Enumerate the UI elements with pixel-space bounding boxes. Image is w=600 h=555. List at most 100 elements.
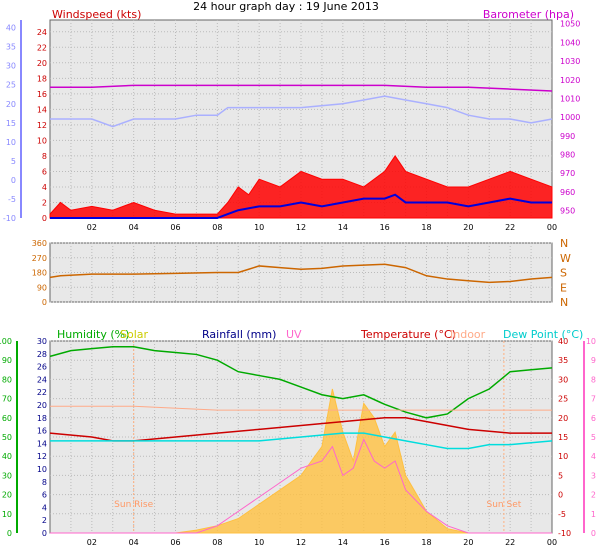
wind-axis-label: Windspeed (kts) xyxy=(52,8,141,21)
legend-entry: Indoor xyxy=(450,328,486,341)
x-tick-label: 22 xyxy=(505,538,515,547)
uv-axis-tick: 1 xyxy=(591,510,596,519)
x-tick-label: 08 xyxy=(212,223,222,232)
sun-annotation: Sun Rise xyxy=(114,500,153,510)
compass-tick: N xyxy=(560,237,568,250)
direction-axis-tick: 270 xyxy=(32,254,47,263)
temp-axis-tick: 15 xyxy=(6,119,16,128)
humidity-axis-tick: 20 xyxy=(2,491,12,500)
graph-title: 24 hour graph day : 19 June 2013 xyxy=(193,0,379,13)
x-tick-label: 16 xyxy=(380,223,390,232)
wind-axis-tick: 14 xyxy=(37,105,47,114)
temp-axis-tick: 40 xyxy=(558,337,568,346)
indoor-line xyxy=(50,405,552,411)
humidity-axis-tick: 60 xyxy=(2,414,12,423)
wind-axis-tick: 18 xyxy=(37,74,47,83)
temp-axis-tick: 40 xyxy=(6,24,16,33)
legend-entry: UV xyxy=(286,328,302,341)
x-tick-label: 18 xyxy=(421,223,431,232)
rain-axis-tick: 4 xyxy=(42,503,47,512)
temp-axis-tick: 25 xyxy=(6,81,16,90)
rain-axis-tick: 10 xyxy=(37,465,47,474)
uv-axis-tick: 2 xyxy=(591,491,596,500)
uv-axis-tick: 9 xyxy=(591,356,596,365)
compass-tick: S xyxy=(560,267,567,280)
temp-axis-tick: 20 xyxy=(6,100,16,109)
baro-axis-tick: 980 xyxy=(560,150,575,159)
rain-axis-tick: 22 xyxy=(37,388,47,397)
baro-axis-tick: 1000 xyxy=(560,113,580,122)
humidity-axis-tick: 30 xyxy=(2,471,12,480)
humidity-axis-tick: 50 xyxy=(2,433,12,442)
baro-axis-tick: 960 xyxy=(560,188,575,197)
humidity-axis-tick: 80 xyxy=(2,375,12,384)
temp-axis-tick: -10 xyxy=(3,214,16,223)
temp-axis-tick: 35 xyxy=(558,356,568,365)
sun-annotation: Sun Set xyxy=(487,500,522,510)
x-tick-label: 02 xyxy=(87,538,97,547)
uv-axis-tick: 4 xyxy=(591,452,596,461)
legend-entry: Temperature (°C) xyxy=(360,328,456,341)
temp-axis-tick: 10 xyxy=(558,452,568,461)
direction-axis-tick: 90 xyxy=(37,283,47,292)
compass-tick: N xyxy=(560,296,568,309)
legend-entry: Rainfall (mm) xyxy=(202,328,276,341)
direction-axis-tick: 0 xyxy=(42,298,47,307)
baro-axis-tick: 1030 xyxy=(560,57,580,66)
uv-axis-tick: 3 xyxy=(591,471,596,480)
humidity-axis-tick: 70 xyxy=(2,395,12,404)
humidity-line xyxy=(49,346,553,419)
x-tick-label: 20 xyxy=(463,538,473,547)
humidity-axis-tick: 40 xyxy=(2,452,12,461)
baro-axis-tick: 1040 xyxy=(560,38,580,47)
barometer-line xyxy=(50,84,553,92)
x-tick-label: 12 xyxy=(296,223,306,232)
rain-axis-tick: 18 xyxy=(37,414,47,423)
temp-axis-tick: 0 xyxy=(11,176,16,185)
uv-axis-tick: 7 xyxy=(591,395,596,404)
rain-axis-tick: 12 xyxy=(37,452,47,461)
legend-entry: Humidity (%) xyxy=(57,328,129,341)
x-tick-label: 00 xyxy=(547,538,557,547)
wind-direction-line xyxy=(49,263,553,284)
solar-area xyxy=(50,388,552,534)
wind-axis-tick: 10 xyxy=(37,136,47,145)
uv-axis-tick: 8 xyxy=(591,375,596,384)
baro-axis-tick: 1010 xyxy=(560,94,580,103)
temp-axis-tick: -5 xyxy=(558,510,566,519)
x-tick-label: 14 xyxy=(338,223,348,232)
temperature-line-top xyxy=(50,95,553,128)
wind-axis-tick: 16 xyxy=(37,90,47,99)
temp-axis-tick: 25 xyxy=(558,395,568,404)
rain-axis-tick: 6 xyxy=(42,491,47,500)
x-tick-label: 12 xyxy=(296,538,306,547)
temp-axis-tick: 10 xyxy=(6,138,16,147)
x-tick-label: 10 xyxy=(254,223,264,232)
rain-axis-tick: 20 xyxy=(37,401,47,410)
x-tick-label: 08 xyxy=(212,538,222,547)
temp-axis-tick: 0 xyxy=(558,491,563,500)
baro-axis-tick: 1050 xyxy=(560,20,580,29)
wind-axis-tick: 20 xyxy=(37,59,47,68)
x-tick-label: 16 xyxy=(380,538,390,547)
compass-tick: E xyxy=(560,281,567,294)
temp-axis-tick: 30 xyxy=(558,375,568,384)
x-tick-label: 06 xyxy=(170,223,180,232)
rain-axis-tick: 16 xyxy=(37,427,47,436)
temp-axis-tick: 30 xyxy=(6,62,16,71)
direction-axis-tick: 180 xyxy=(32,269,47,278)
temp-axis-tick: -10 xyxy=(558,529,571,538)
x-tick-label: 04 xyxy=(129,538,139,547)
uv-axis-tick: 10 xyxy=(586,337,596,346)
wind-axis-tick: 4 xyxy=(42,183,47,192)
x-tick-label: 18 xyxy=(421,538,431,547)
humidity-axis-tick: 90 xyxy=(2,356,12,365)
x-tick-label: 22 xyxy=(505,223,515,232)
temp-axis-tick: 5 xyxy=(11,157,16,166)
baro-axis-tick: 950 xyxy=(560,207,575,216)
baro-axis-label: Barometer (hpa) xyxy=(483,8,574,21)
baro-axis-tick: 990 xyxy=(560,132,575,141)
compass-tick: W xyxy=(560,252,571,265)
wind-axis-tick: 2 xyxy=(42,198,47,207)
